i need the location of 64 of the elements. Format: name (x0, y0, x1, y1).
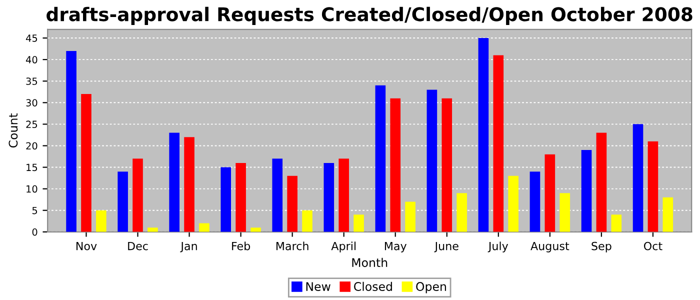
bar (302, 210, 312, 232)
bar (662, 197, 674, 232)
bar (508, 176, 518, 232)
bar (530, 172, 540, 232)
y-tick-label: 5 (32, 206, 38, 214)
bar (199, 223, 210, 232)
bar (390, 98, 401, 232)
bar (184, 137, 194, 232)
x-tick-label: Dec (128, 242, 148, 250)
x-tick-label: April (331, 242, 356, 252)
x-tick-label: March (276, 242, 308, 250)
bar (324, 162, 334, 232)
x-tick-label: Sep (592, 242, 612, 252)
x-tick-label: August (530, 242, 570, 252)
x-tick-label: July (488, 242, 508, 252)
bar (632, 124, 644, 232)
bar (81, 94, 92, 232)
bar (581, 150, 592, 232)
bar (611, 214, 622, 232)
bar (456, 193, 467, 232)
bar (287, 176, 298, 232)
bar (118, 172, 128, 232)
bar (338, 158, 349, 232)
x-tick-label: Nov (76, 242, 97, 250)
bar (96, 210, 106, 232)
bar (478, 38, 489, 232)
bar (596, 132, 607, 232)
bar (169, 132, 180, 232)
y-tick-label: 20 (26, 142, 38, 150)
x-tick-label: Jan (180, 242, 197, 252)
bar (272, 158, 283, 232)
bar (544, 154, 556, 232)
legend-label: Open (416, 282, 446, 294)
y-tick-label: 30 (26, 99, 38, 106)
y-tick-label: 25 (26, 120, 38, 128)
bar (250, 228, 261, 232)
y-tick-label: 0 (32, 228, 38, 236)
y-tick-label: 15 (26, 164, 38, 172)
y-tick-label: 35 (26, 78, 38, 85)
legend-label: New (306, 282, 330, 291)
bar (66, 50, 76, 232)
legend-label: Closed (354, 282, 392, 291)
bar (560, 193, 570, 232)
bar (375, 85, 386, 232)
y-tick-label: 45 (26, 34, 38, 42)
y-axis-title: Count (8, 113, 18, 148)
chart-title: drafts-approval Requests Created/Closed/Open October 2008 (46, 6, 692, 25)
x-tick-label: Oct (644, 242, 662, 250)
bar (236, 162, 246, 232)
bar (442, 98, 452, 232)
bar (148, 228, 158, 232)
x-tick-label: Feb (232, 242, 250, 250)
y-tick-label: 40 (26, 56, 38, 64)
x-axis-title: Month (352, 258, 388, 268)
y-tick-label: 10 (26, 185, 38, 193)
bar (493, 55, 504, 232)
bar (132, 158, 143, 232)
bar (426, 90, 438, 232)
bar (220, 167, 232, 232)
bar (405, 202, 416, 232)
x-tick-label: May (384, 242, 407, 252)
x-tick-label: June (434, 242, 458, 252)
bar (354, 214, 364, 232)
bar (648, 141, 658, 232)
